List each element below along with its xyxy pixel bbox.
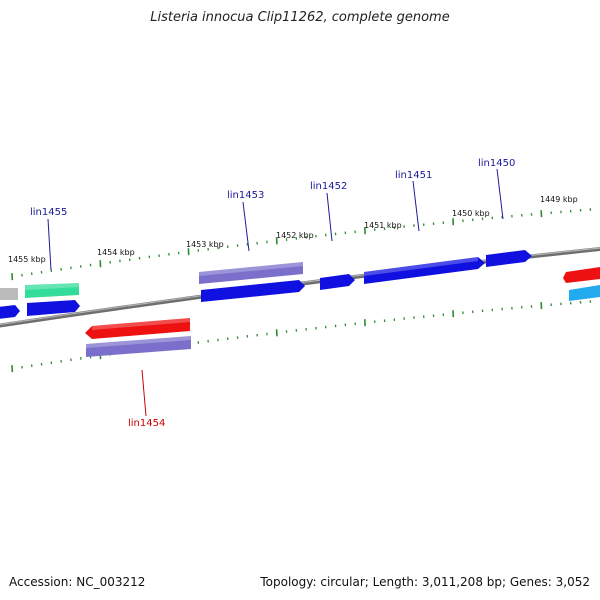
gene-feature[interactable] xyxy=(569,285,600,301)
scale-label: 1451 kbp xyxy=(364,221,402,230)
scale-ticks-outer xyxy=(11,208,592,281)
scale-label: 1453 kbp xyxy=(186,240,224,249)
gene-label-lin1451[interactable]: lin1451 xyxy=(395,170,432,181)
label-leader-line xyxy=(326,192,333,242)
gene-label-lin1455[interactable]: lin1455 xyxy=(30,207,67,218)
gene-feature[interactable] xyxy=(201,280,305,302)
label-leader-line xyxy=(47,218,52,271)
scale-label: 1454 kbp xyxy=(97,248,135,257)
gene-feature[interactable] xyxy=(364,257,485,284)
gene-feature[interactable] xyxy=(25,283,79,298)
gene-label-lin1454[interactable]: lin1454 xyxy=(128,418,165,429)
feature-highlights xyxy=(25,257,478,348)
accession-text: Accession: NC_003212 xyxy=(9,575,146,589)
gene-feature[interactable] xyxy=(0,288,18,300)
gene-feature[interactable] xyxy=(563,267,600,283)
label-leader-line xyxy=(141,369,147,417)
gene-label-lin1450[interactable]: lin1450 xyxy=(478,158,515,169)
gene-feature[interactable] xyxy=(85,318,190,339)
scale-label: 1455 kbp xyxy=(8,255,46,264)
gene-feature[interactable] xyxy=(199,262,303,284)
map-title: Listeria innocua Clip11262, complete gen… xyxy=(150,10,450,25)
gene-label-lin1452[interactable]: lin1452 xyxy=(310,181,347,192)
scale-label: 1449 kbp xyxy=(540,195,578,204)
scale-label: 1452 kbp xyxy=(276,231,314,240)
gene-feature[interactable] xyxy=(27,300,80,316)
label-leader-line xyxy=(242,201,250,252)
gene-label-lin1453[interactable]: lin1453 xyxy=(227,190,264,201)
gene-feature[interactable] xyxy=(86,336,191,357)
gene-feature[interactable] xyxy=(320,274,355,290)
label-leader-line xyxy=(496,168,504,220)
scale-label: 1450 kbp xyxy=(452,209,490,218)
gene-feature[interactable] xyxy=(486,250,532,267)
label-leader-line xyxy=(412,180,420,232)
genome-summary-text: Topology: circular; Length: 3,011,208 bp… xyxy=(260,575,590,589)
gene-feature[interactable] xyxy=(0,305,20,319)
